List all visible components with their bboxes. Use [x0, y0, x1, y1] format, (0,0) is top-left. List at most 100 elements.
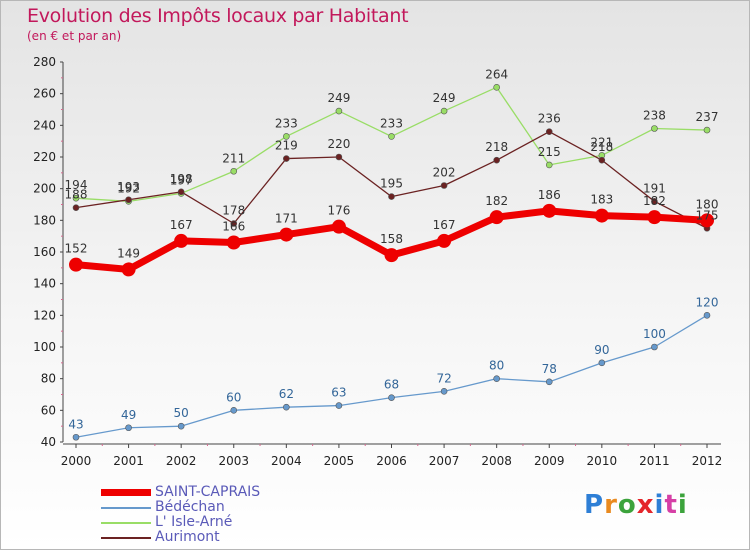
- legend-item-aurimont: Aurimont: [101, 530, 260, 545]
- data-point: [651, 198, 658, 205]
- data-point: [335, 107, 343, 115]
- legend-label: SAINT-CAPRAIS: [155, 484, 261, 500]
- data-point: [542, 203, 557, 218]
- data-label: 219: [275, 139, 298, 153]
- x-tick-label: 2000: [61, 454, 92, 468]
- data-point: [335, 153, 343, 161]
- data-point: [177, 188, 185, 196]
- x-tick-label: 2006: [376, 454, 407, 468]
- data-label: 195: [380, 177, 403, 191]
- data-label: 183: [590, 193, 613, 207]
- data-point: [545, 128, 553, 135]
- data-point: [545, 378, 553, 386]
- data-point: [335, 402, 343, 409]
- x-tick-label: 2010: [587, 454, 618, 468]
- data-point: [72, 433, 80, 441]
- data-label: 171: [275, 212, 298, 226]
- data-label: 221: [590, 135, 613, 149]
- data-label: 198: [170, 172, 193, 186]
- data-point: [598, 156, 606, 164]
- data-label: 68: [384, 378, 399, 392]
- data-label: 166: [222, 220, 245, 234]
- data-label: 182: [485, 194, 508, 208]
- x-tick-label: 2002: [166, 454, 197, 468]
- y-tick-label: 200: [33, 182, 56, 196]
- y-tick-label: 140: [33, 277, 56, 291]
- data-point: [177, 422, 185, 430]
- data-point: [545, 161, 553, 169]
- data-label: 193: [117, 180, 140, 194]
- chart-title: Evolution des Impôts locaux par Habitant: [27, 5, 409, 27]
- y-tick-label: 100: [33, 340, 56, 354]
- data-label: 60: [226, 390, 241, 404]
- data-point: [69, 257, 83, 272]
- data-label: 211: [222, 151, 245, 165]
- x-tick-label: 2005: [324, 454, 355, 468]
- proxiti-logo: Proxiti: [584, 490, 688, 520]
- x-tick-label: 2008: [481, 454, 512, 468]
- data-label: 176: [327, 204, 350, 218]
- data-point: [283, 403, 290, 411]
- y-tick-label: 80: [41, 372, 56, 386]
- data-label: 182: [643, 194, 666, 208]
- x-tick-label: 2003: [218, 454, 249, 468]
- y-tick-label: 180: [33, 213, 56, 227]
- y-tick-label: 260: [33, 87, 56, 101]
- data-point: [594, 208, 609, 223]
- legend-swatch: [101, 506, 151, 509]
- data-point: [440, 107, 448, 115]
- x-tick-label: 2009: [534, 454, 565, 468]
- data-label: 100: [643, 327, 666, 341]
- legend-item-isle-arne: L' Isle-Arné: [101, 515, 260, 530]
- data-label: 63: [331, 386, 346, 400]
- x-tick-label: 2012: [692, 454, 723, 468]
- data-label: 152: [65, 242, 88, 256]
- data-point: [489, 210, 504, 225]
- data-label: 43: [68, 417, 83, 431]
- legend-swatch: [101, 489, 151, 496]
- data-point: [331, 219, 346, 234]
- data-label: 72: [436, 371, 451, 385]
- data-point: [125, 196, 132, 204]
- data-point: [283, 155, 290, 162]
- data-label: 220: [327, 137, 350, 151]
- data-label: 62: [279, 387, 294, 401]
- data-point: [651, 125, 658, 132]
- data-point: [230, 407, 238, 414]
- data-point: [121, 262, 136, 277]
- x-tick-label: 2001: [113, 454, 144, 468]
- y-tick-label: 240: [33, 118, 56, 132]
- data-label: 80: [489, 359, 504, 373]
- data-point: [493, 156, 500, 164]
- data-label: 249: [433, 91, 456, 105]
- data-label: 194: [65, 178, 88, 192]
- data-label: 197: [170, 173, 193, 187]
- data-point: [226, 235, 241, 250]
- data-label: 237: [696, 110, 719, 124]
- data-point: [388, 133, 395, 140]
- data-label: 149: [117, 246, 140, 260]
- data-label: 202: [433, 166, 456, 180]
- data-label: 49: [121, 408, 136, 422]
- data-point: [174, 233, 189, 248]
- data-label: 167: [433, 218, 456, 232]
- logo-letter: i: [654, 490, 665, 520]
- legend-label: Bédéchan: [155, 499, 225, 515]
- logo-letter: o: [617, 490, 637, 520]
- legend-item-saint-caprais: SAINT-CAPRAIS: [101, 485, 260, 500]
- data-label: 180: [696, 197, 719, 211]
- data-label: 236: [538, 112, 561, 126]
- data-label: 192: [117, 181, 140, 195]
- data-point: [72, 204, 80, 211]
- data-point: [651, 343, 658, 351]
- legend-label: Aurimont: [155, 529, 220, 545]
- data-label: 178: [222, 204, 245, 218]
- data-label: 167: [170, 218, 193, 232]
- data-point: [703, 312, 711, 319]
- logo-letter: t: [664, 490, 678, 520]
- logo-letter: r: [604, 490, 618, 520]
- y-tick-label: 120: [33, 308, 56, 322]
- data-label: 175: [696, 208, 719, 222]
- y-tick-label: 60: [41, 403, 56, 417]
